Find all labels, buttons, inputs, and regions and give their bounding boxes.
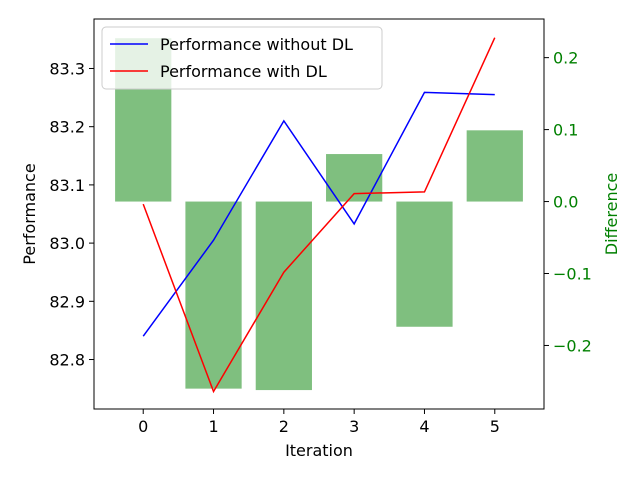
legend: Performance without DL Performance with … (101, 26, 383, 90)
legend-box (101, 26, 383, 90)
difference-bar-2 (255, 201, 312, 391)
left-y-tick-label-3: 83.1 (49, 176, 85, 195)
left-y-axis-title: Performance (20, 163, 39, 264)
legend-label-with-dl: Performance with DL (160, 62, 327, 81)
performance-lines (142, 37, 496, 394)
difference-bar-4 (396, 201, 453, 327)
x-axis-title: Iteration (285, 441, 353, 460)
x-tick-label-2: 2 (279, 417, 289, 436)
x-tick-label-5: 5 (490, 417, 500, 436)
left-y-tick-label-0: 82.8 (49, 351, 85, 370)
left-y-axis-ticks: 82.8 82.9 83.0 83.1 83.2 83.3 (49, 59, 94, 370)
left-y-tick-label-4: 83.2 (49, 118, 85, 137)
right-y-tick-label-3: 0.1 (553, 121, 578, 140)
difference-bar-1 (185, 201, 242, 389)
x-axis-ticks: 0 1 2 3 4 5 (138, 409, 500, 436)
right-y-tick-label-0: −0.2 (553, 336, 592, 355)
left-y-tick-label-1: 82.9 (49, 292, 85, 311)
right-y-tick-label-1: −0.1 (553, 265, 592, 284)
x-tick-label-0: 0 (138, 417, 148, 436)
right-y-axis-ticks: −0.2 −0.1 0.0 0.1 0.2 (544, 49, 592, 355)
line-with-dl (142, 37, 496, 394)
right-y-tick-label-4: 0.2 (553, 49, 578, 68)
legend-label-without-dl: Performance without DL (160, 35, 353, 54)
left-y-tick-label-2: 83.0 (49, 234, 85, 253)
x-tick-label-4: 4 (419, 417, 429, 436)
right-y-axis-title: Difference (602, 173, 621, 255)
line-without-dl (142, 91, 495, 337)
difference-bar-5 (466, 130, 523, 202)
plot-frame (93, 18, 545, 410)
right-y-tick-label-2: 0.0 (553, 193, 578, 212)
x-tick-label-3: 3 (349, 417, 359, 436)
left-y-tick-label-5: 83.3 (49, 59, 85, 78)
x-tick-label-1: 1 (208, 417, 218, 436)
difference-bars (115, 38, 523, 391)
